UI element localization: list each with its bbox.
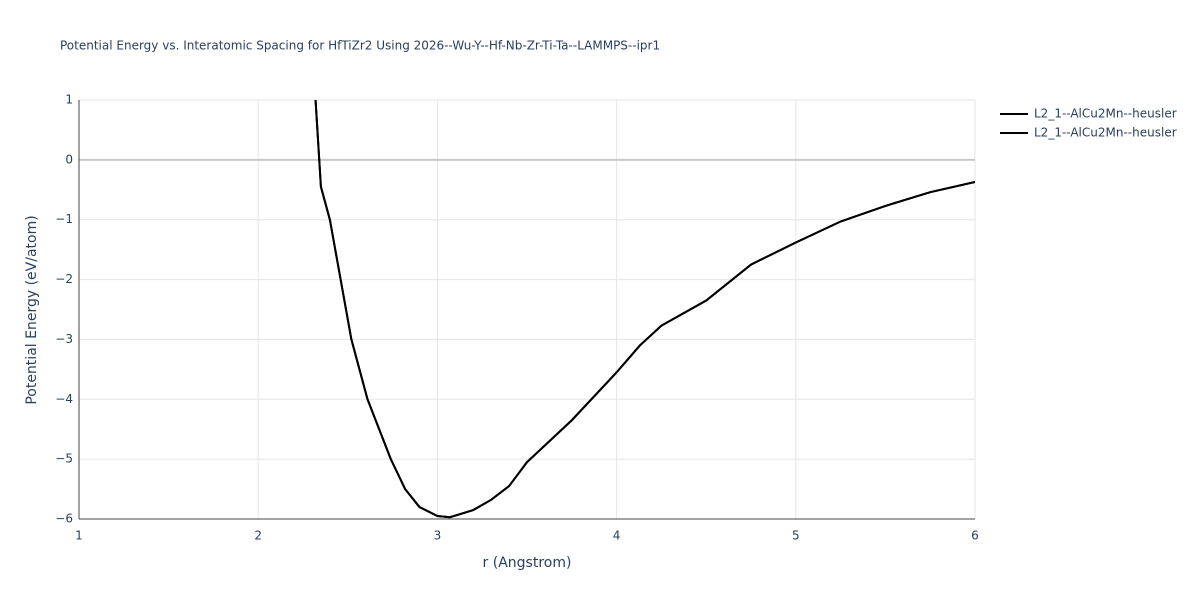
y-tick-label: −1 — [55, 212, 73, 226]
plot-area — [314, 100, 975, 519]
y-axis-label: Potential Energy (eV/atom) — [24, 215, 40, 404]
x-tick-label: 4 — [613, 529, 621, 543]
grid — [78, 99, 976, 520]
y-tick-label: −6 — [55, 512, 73, 526]
x-tick-label: 5 — [792, 529, 800, 543]
x-tick-label: 1 — [75, 529, 83, 543]
x-tick-label: 3 — [434, 529, 442, 543]
legend-label: L2_1--AlCu2Mn--heusler — [1034, 107, 1177, 121]
x-axis-label: r (Angstrom) — [483, 555, 572, 571]
series-line — [314, 100, 975, 519]
x-tick-label: 2 — [254, 529, 262, 543]
y-tick-label: 1 — [65, 93, 73, 107]
y-tick-label: 0 — [65, 152, 73, 166]
chart-title: Potential Energy vs. Interatomic Spacing… — [60, 39, 660, 53]
legend: L2_1--AlCu2Mn--heusler L2_1--AlCu2Mn--heu… — [1000, 107, 1177, 140]
y-tick-label: −4 — [55, 392, 73, 406]
y-tick-label: −5 — [55, 452, 73, 466]
y-tick-label: −2 — [55, 272, 73, 286]
series-line — [314, 100, 975, 519]
y-tick-label: −3 — [55, 332, 73, 346]
x-tick-label: 6 — [971, 529, 979, 543]
legend-label: L2_1--AlCu2Mn--heusler — [1034, 126, 1177, 140]
